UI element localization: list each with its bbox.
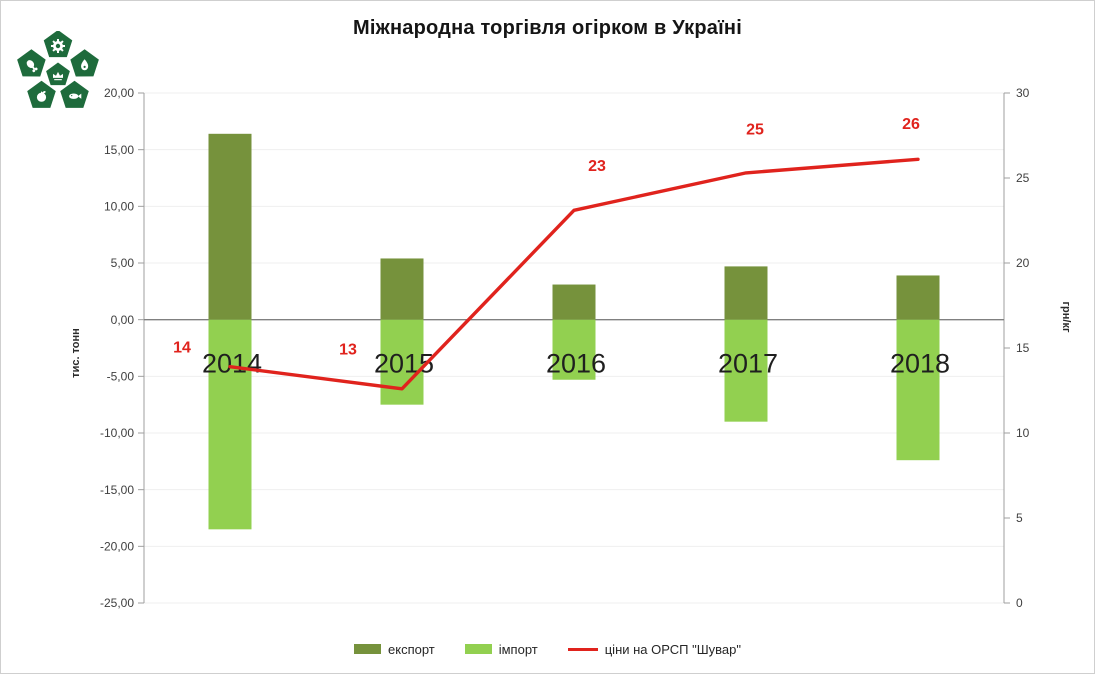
left-axis-tick-label: -15,00 — [100, 483, 134, 497]
right-axis-tick-label: 0 — [1016, 596, 1023, 610]
category-label: 2014 — [202, 348, 262, 378]
left-axis-tick-label: 5,00 — [111, 256, 135, 270]
left-axis-tick-label: 10,00 — [104, 200, 134, 214]
right-axis-tick-label: 10 — [1016, 426, 1030, 440]
category-label: 2015 — [374, 348, 434, 378]
category-label: 2017 — [718, 348, 778, 378]
left-axis-tick-label: -10,00 — [100, 426, 134, 440]
pear-icon — [81, 59, 89, 71]
left-axis-tick-label: -5,00 — [107, 370, 135, 384]
export-bar — [724, 266, 768, 320]
import-bar — [380, 319, 424, 405]
right-axis-tick-label: 20 — [1016, 256, 1030, 270]
legend-item-export: експорт — [354, 642, 435, 657]
price-label: 25 — [746, 122, 764, 139]
right-axis-tick-label: 15 — [1016, 341, 1030, 355]
legend-label: експорт — [388, 641, 435, 657]
legend-line-swatch — [567, 647, 598, 651]
right-axis-tick-label: 30 — [1016, 86, 1030, 100]
legend-bar-swatch — [464, 644, 492, 654]
export-bar — [208, 133, 252, 320]
meat-icon — [26, 60, 38, 73]
export-bar — [552, 284, 596, 320]
chart-legend: експорт імпорт ціни на ОРСП "Шувар" — [1, 638, 1094, 660]
category-label: 2018 — [890, 348, 950, 378]
left-axis-tick-label: 0,00 — [111, 313, 135, 327]
import-bar — [724, 319, 768, 422]
import-bar — [896, 319, 940, 461]
left-axis-tick-label: -20,00 — [100, 540, 134, 554]
import-bar — [208, 319, 252, 530]
shuvar-logo — [12, 31, 104, 111]
left-axis-tick-label: -25,00 — [100, 596, 134, 610]
price-label: 23 — [588, 158, 606, 175]
legend-label: ціни на ОРСП "Шувар" — [604, 641, 741, 657]
left-axis-title: тис. тонн — [70, 328, 82, 378]
left-axis-tick-label: 20,00 — [104, 86, 134, 100]
price-label: 13 — [339, 341, 357, 358]
category-label: 2016 — [546, 348, 606, 378]
import-bar — [552, 319, 596, 380]
legend-item-import: імпорт — [464, 641, 538, 657]
right-axis-tick-label: 25 — [1016, 171, 1030, 185]
apple-icon — [36, 91, 47, 102]
legend-bar-swatch — [354, 644, 381, 654]
left-axis-tick-label: 15,00 — [104, 143, 134, 157]
legend-item-price: ціни на ОРСП "Шувар" — [567, 641, 741, 657]
chart-title: Міжнародна торгівля огірком в Україні — [353, 17, 742, 39]
fish-icon — [69, 93, 82, 99]
gear-flower-icon — [51, 39, 65, 53]
price-label: 14 — [173, 339, 191, 356]
legend-label: імпорт — [498, 641, 538, 657]
crown-icon — [53, 71, 63, 81]
export-bar — [896, 275, 940, 320]
export-bar — [380, 258, 424, 320]
price-line — [228, 157, 920, 391]
right-axis-tick-label: 5 — [1016, 511, 1023, 525]
right-axis-title: грн/кг — [1060, 301, 1072, 333]
price-label: 26 — [902, 116, 920, 133]
